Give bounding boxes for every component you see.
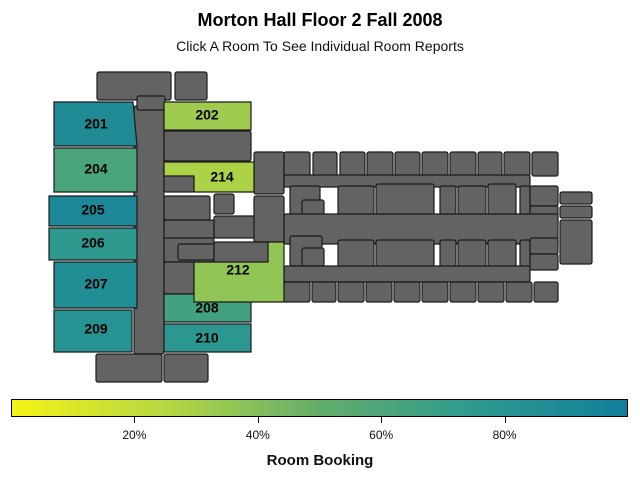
room-202[interactable]: 202	[163, 101, 252, 131]
unlabeled-room-shape	[283, 151, 311, 177]
room-207[interactable]: 207	[53, 261, 138, 309]
unlabeled-room-shape	[457, 185, 487, 217]
unlabeled-room-shape	[213, 193, 235, 215]
unlabeled-room-shape	[136, 95, 166, 111]
scale-tick-mark	[381, 417, 383, 423]
unlabeled-room-shape	[95, 353, 163, 383]
unlabeled-room-shape	[163, 195, 211, 221]
room-210[interactable]: 210	[163, 323, 252, 353]
unlabeled-room-shape	[174, 71, 208, 101]
unlabeled-room-shape	[366, 151, 394, 177]
unlabeled-room-shape	[96, 71, 172, 101]
scale-tick-label: 80%	[492, 428, 517, 442]
scale-tick-label: 20%	[122, 428, 147, 442]
unlabeled-room-shape	[283, 281, 311, 303]
unlabeled-room-shape	[163, 130, 252, 162]
unlabeled-room-shape	[519, 185, 531, 217]
unlabeled-room-shape	[253, 151, 285, 195]
unlabeled-room-shape	[439, 185, 457, 217]
color-scale-bar	[11, 399, 628, 417]
unlabeled-room-shape	[529, 185, 559, 207]
unlabeled-room-shape	[559, 191, 593, 205]
unlabeled-room-shape	[477, 281, 505, 303]
room-209[interactable]: 209	[53, 309, 133, 353]
unlabeled-room-shape	[529, 253, 559, 271]
unlabeled-room-shape	[375, 183, 435, 217]
scale-tick-mark	[257, 417, 259, 423]
scale-tick-mark	[504, 417, 506, 423]
unlabeled-room-shape	[505, 281, 533, 303]
unlabeled-room-shape	[339, 151, 366, 177]
unlabeled-room-shape	[312, 151, 338, 177]
room-206[interactable]: 206	[48, 227, 138, 261]
room-207-shape[interactable]	[53, 261, 138, 309]
scale-tick-label: 60%	[369, 428, 394, 442]
room-212-shape[interactable]	[193, 241, 285, 303]
room-205-shape[interactable]	[48, 195, 138, 227]
page-subtitle: Click A Room To See Individual Room Repo…	[176, 38, 464, 54]
unlabeled-room-shape	[449, 151, 477, 177]
room-209-shape[interactable]	[53, 309, 133, 353]
room-201-shape[interactable]	[53, 101, 138, 147]
unbooked-areas	[95, 71, 593, 383]
room-204[interactable]: 204	[53, 147, 138, 193]
page-title: Morton Hall Floor 2 Fall 2008	[197, 10, 443, 30]
unlabeled-room-shape	[365, 281, 393, 303]
unlabeled-room-shape	[283, 265, 531, 283]
unlabeled-room-shape	[487, 183, 517, 217]
room-205[interactable]: 205	[48, 195, 138, 227]
unlabeled-room-shape	[253, 195, 285, 243]
unlabeled-room-shape	[163, 219, 215, 241]
unlabeled-room-shape	[533, 281, 559, 303]
room-201[interactable]: 201	[53, 101, 138, 147]
unlabeled-room-shape	[337, 281, 365, 303]
unlabeled-room-shape	[163, 261, 195, 295]
scale-tick-mark	[134, 417, 136, 423]
unlabeled-room-shape	[337, 185, 375, 217]
room-204-shape[interactable]	[53, 147, 138, 193]
room-214-shape[interactable]	[163, 161, 255, 193]
unlabeled-room-shape	[311, 281, 337, 303]
legend-title: Room Booking	[266, 452, 374, 469]
room-206-shape[interactable]	[48, 227, 138, 261]
unlabeled-room-shape	[213, 241, 269, 265]
unlabeled-room-shape	[301, 247, 325, 267]
unlabeled-room-shape	[529, 237, 559, 255]
unlabeled-room-shape	[163, 353, 209, 383]
unlabeled-room-shape	[421, 281, 449, 303]
scale-tick-label: 40%	[245, 428, 270, 442]
unlabeled-room-shape	[449, 281, 477, 303]
unlabeled-room-shape	[559, 205, 593, 219]
room-202-shape[interactable]	[163, 101, 252, 131]
unlabeled-room-shape	[394, 151, 421, 177]
unlabeled-room-shape	[559, 219, 593, 265]
room-210-shape[interactable]	[163, 323, 252, 353]
unlabeled-room-shape	[421, 151, 449, 177]
unlabeled-room-shape	[531, 151, 559, 177]
unlabeled-room-shape	[477, 151, 503, 177]
unlabeled-room-shape	[393, 281, 421, 303]
unlabeled-room-shape	[177, 243, 215, 261]
unlabeled-room-shape	[503, 151, 531, 177]
unlabeled-room-shape	[133, 105, 165, 355]
